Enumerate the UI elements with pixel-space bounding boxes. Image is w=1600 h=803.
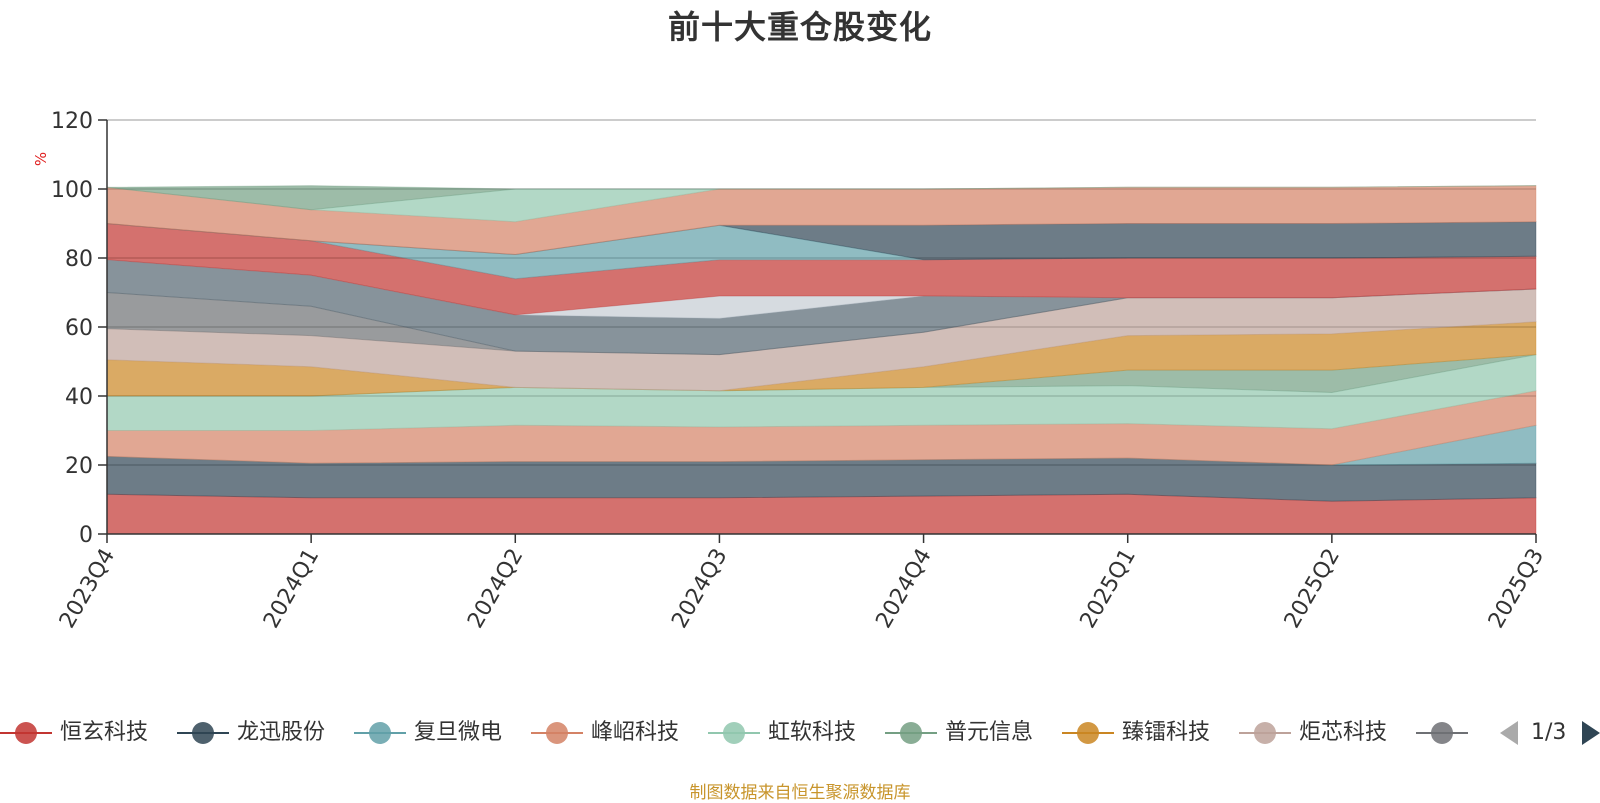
legend-marker-icon: [177, 722, 229, 744]
legend-marker-icon: [531, 722, 583, 744]
chart-legend: 恒玄科技 龙迅股份 复旦微电 峰岹科技 虹软科技 普元信息 臻镭科技 炬芯科技: [0, 718, 1490, 748]
x-tick-label: 2024Q2: [463, 545, 528, 633]
data-source-note: 制图数据来自恒生聚源数据库: [689, 783, 911, 803]
legend-label: 炬芯科技: [1299, 720, 1388, 745]
area-series-7: [106, 321, 1537, 397]
legend-label: 复旦微电: [414, 720, 503, 745]
legend-label: 普元信息: [945, 720, 1034, 745]
x-tick-label: 2025Q2: [1280, 545, 1345, 633]
x-tick-label: 2024Q4: [871, 545, 936, 633]
x-tick-label: 2025Q3: [1484, 545, 1549, 633]
area-series-17: [106, 185, 1537, 211]
legend-label: 恒玄科技: [60, 720, 149, 745]
y-tick-label: 40: [65, 385, 93, 410]
y-axis-unit-label: %: [32, 151, 51, 167]
y-tick-label: 60: [65, 316, 93, 341]
legend-label: 虹软科技: [768, 720, 857, 745]
legend-marker-icon: [354, 722, 406, 744]
x-tick-label: 2024Q3: [667, 545, 732, 633]
y-tick-label: 120: [51, 109, 93, 134]
area-series-14: [106, 221, 1537, 261]
legend-marker-icon: [1239, 722, 1291, 744]
legend-marker-icon: [885, 722, 937, 744]
legend-label: 臻镭科技: [1122, 720, 1211, 745]
area-series-5: [106, 353, 1537, 431]
legend-marker-icon: [1062, 722, 1114, 744]
y-tick-label: 0: [79, 523, 93, 548]
legend-label: 峰岹科技: [591, 720, 680, 745]
y-tick-label: 80: [65, 247, 93, 272]
legend-next-page-icon[interactable]: [1582, 721, 1600, 745]
legend-label: 龙迅股份: [237, 720, 326, 745]
x-tick-label: 2025Q1: [1076, 545, 1141, 633]
legend-pager: 1/3: [1500, 718, 1600, 748]
legend-marker-icon: [0, 722, 52, 744]
x-tick-label: 2024Q1: [259, 545, 324, 633]
chart-title: 前十大重仓股变化: [667, 8, 932, 46]
legend-marker-icon: [708, 722, 760, 744]
y-tick-label: 20: [65, 454, 93, 479]
x-tick-label: 2023Q4: [55, 545, 120, 633]
legend-page-indicator: 1/3: [1531, 720, 1567, 745]
legend-prev-page-icon[interactable]: [1500, 721, 1518, 745]
legend-marker-icon: [1416, 722, 1468, 744]
y-tick-label: 100: [51, 178, 93, 203]
